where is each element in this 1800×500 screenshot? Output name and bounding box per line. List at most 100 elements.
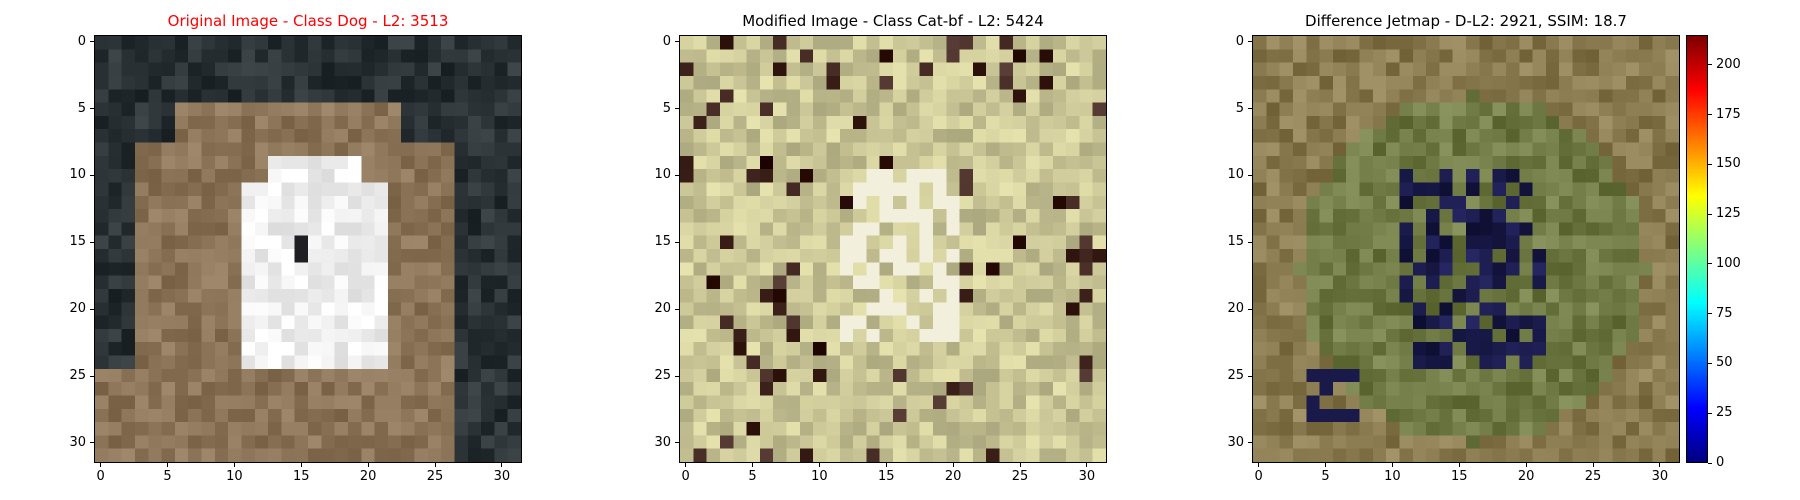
x-tickmark <box>100 463 102 467</box>
y-tick-label: 5 <box>1235 100 1244 116</box>
x-tick-label: 15 <box>878 469 895 484</box>
y-tick-label: 10 <box>1227 167 1244 183</box>
image-modified <box>679 35 1107 463</box>
y-tick-label: 25 <box>69 368 86 384</box>
colorbar-tick-label: 50 <box>1716 355 1733 371</box>
x-tick-label: 30 <box>1078 469 1096 484</box>
x-tick-label: 0 <box>96 469 105 484</box>
x-tick-label: 5 <box>1321 469 1330 484</box>
x-tickmark <box>1525 463 1527 467</box>
x-tick-label: 30 <box>1651 469 1669 484</box>
colorbar-tickmark <box>1708 114 1712 116</box>
x-tick-label: 25 <box>426 469 444 484</box>
x-tick-label: 30 <box>493 469 511 484</box>
colorbar-tick-label: 75 <box>1716 305 1733 321</box>
x-tick-label: 10 <box>1384 469 1401 484</box>
colorbar-tickmark <box>1708 213 1712 215</box>
x-tickmark <box>818 463 820 467</box>
colorbar-tick-label: 175 <box>1716 106 1741 122</box>
image-original <box>94 35 522 463</box>
colorbar-tickmark <box>1708 163 1712 165</box>
y-tick-label: 20 <box>654 301 671 317</box>
x-tick-label: 15 <box>1451 469 1468 484</box>
y-tickmark <box>1248 41 1252 43</box>
x-tickmark <box>501 463 503 467</box>
x-tick-label: 20 <box>359 469 377 484</box>
colorbar-tickmark <box>1708 313 1712 315</box>
x-tick-label: 0 <box>1254 469 1263 484</box>
y-tick-label: 5 <box>662 100 671 116</box>
x-tickmark <box>1325 463 1327 467</box>
colorbar-tickmark <box>1708 362 1712 364</box>
colorbar-tickmark <box>1708 412 1712 414</box>
x-tickmark <box>1659 463 1661 467</box>
x-tickmark <box>1086 463 1088 467</box>
y-tick-label: 30 <box>1227 434 1244 450</box>
y-tick-label: 20 <box>1227 301 1244 317</box>
y-tickmark <box>1248 241 1252 243</box>
x-tick-label: 0 <box>681 469 690 484</box>
y-tickmark <box>1248 442 1252 444</box>
y-tickmark <box>675 308 679 310</box>
x-tickmark <box>1458 463 1460 467</box>
x-tick-label: 25 <box>1011 469 1029 484</box>
y-tickmark <box>675 41 679 43</box>
panel-title-original: Original Image - Class Dog - L2: 3513 <box>167 12 449 30</box>
y-tick-label: 25 <box>1227 368 1244 384</box>
y-tick-label: 5 <box>77 100 86 116</box>
x-tick-label: 25 <box>1584 469 1602 484</box>
y-tick-label: 15 <box>1227 234 1244 250</box>
y-tickmark <box>1248 108 1252 110</box>
x-tickmark <box>300 463 302 467</box>
y-tickmark <box>675 375 679 377</box>
y-tick-label: 30 <box>69 434 86 450</box>
colorbar-tick-label: 0 <box>1716 455 1725 470</box>
y-tickmark <box>90 442 94 444</box>
y-tickmark <box>90 108 94 110</box>
y-tick-label: 15 <box>69 234 86 250</box>
colorbar-gradient <box>1686 35 1708 463</box>
y-tickmark <box>90 241 94 243</box>
x-tick-label: 20 <box>944 469 962 484</box>
y-tick-label: 30 <box>654 434 671 450</box>
y-tick-label: 25 <box>654 368 671 384</box>
x-tick-label: 5 <box>163 469 172 484</box>
y-tick-label: 0 <box>77 33 86 49</box>
y-tick-label: 15 <box>654 234 671 250</box>
x-tick-label: 5 <box>748 469 757 484</box>
x-tick-label: 15 <box>293 469 310 484</box>
colorbar-tick-label: 25 <box>1716 405 1733 421</box>
colorbar-tick-label: 100 <box>1716 255 1741 271</box>
y-tick-label: 0 <box>1235 33 1244 49</box>
y-tick-label: 10 <box>654 167 671 183</box>
y-tick-label: 0 <box>662 33 671 49</box>
colorbar-tickmark <box>1708 263 1712 265</box>
image-difference <box>1252 35 1680 463</box>
y-tickmark <box>675 174 679 176</box>
y-tickmark <box>90 308 94 310</box>
y-tickmark <box>675 442 679 444</box>
colorbar-tick-label: 200 <box>1716 56 1741 72</box>
colorbar-tickmark <box>1708 462 1712 464</box>
x-tickmark <box>685 463 687 467</box>
x-tickmark <box>1019 463 1021 467</box>
y-tickmark <box>675 108 679 110</box>
y-tick-label: 10 <box>69 167 86 183</box>
y-tickmark <box>1248 375 1252 377</box>
x-tickmark <box>434 463 436 467</box>
colorbar-tickmark <box>1708 64 1712 66</box>
x-tickmark <box>752 463 754 467</box>
x-tickmark <box>1258 463 1260 467</box>
y-tickmark <box>1248 308 1252 310</box>
x-tick-label: 10 <box>811 469 828 484</box>
panel-title-modified: Modified Image - Class Cat-bf - L2: 5424 <box>742 12 1044 30</box>
x-tickmark <box>167 463 169 467</box>
x-tickmark <box>1391 463 1393 467</box>
x-tick-label: 10 <box>226 469 243 484</box>
y-tick-label: 20 <box>69 301 86 317</box>
y-tickmark <box>90 174 94 176</box>
x-tick-label: 20 <box>1517 469 1535 484</box>
colorbar-tick-label: 125 <box>1716 206 1741 222</box>
x-tickmark <box>1592 463 1594 467</box>
y-tickmark <box>90 41 94 43</box>
